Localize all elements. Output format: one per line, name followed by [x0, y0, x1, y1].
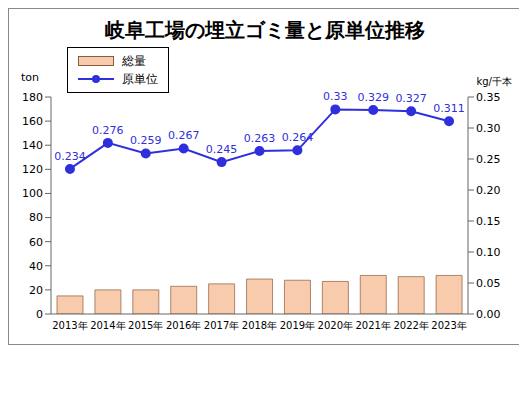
svg-text:2016年: 2016年: [166, 320, 201, 331]
html-text:総量: 総量: [122, 54, 146, 68]
svg-text:0.264: 0.264: [282, 131, 314, 144]
svg-text:2022年: 2022年: [393, 320, 428, 331]
svg-text:0.33: 0.33: [323, 90, 348, 103]
svg-text:0: 0: [36, 308, 43, 321]
svg-text:2017年: 2017年: [204, 320, 239, 331]
svg-text:0.311: 0.311: [433, 102, 465, 115]
svg-text:0.10: 0.10: [476, 246, 501, 259]
svg-text:140: 140: [22, 139, 43, 152]
html-text:岐阜工場の埋立ゴミ量と原単位推移: 岐阜工場の埋立ゴミ量と原単位推移: [104, 18, 425, 42]
svg-text:0.329: 0.329: [357, 91, 389, 104]
svg-text:0.267: 0.267: [168, 129, 200, 142]
svg-text:40: 40: [29, 260, 43, 273]
svg-text:160: 160: [22, 115, 43, 128]
html-text:原単位: 原単位: [122, 72, 158, 86]
html-text:kg/千本: kg/千本: [476, 76, 512, 87]
svg-text:100: 100: [22, 187, 43, 200]
svg-text:180: 180: [22, 91, 43, 104]
svg-text:0.30: 0.30: [476, 122, 501, 135]
svg-text:2013年: 2013年: [52, 320, 87, 331]
svg-text:20: 20: [29, 284, 43, 297]
svg-text:0.25: 0.25: [476, 153, 501, 166]
svg-text:2015年: 2015年: [128, 320, 163, 331]
svg-text:0.276: 0.276: [92, 124, 124, 137]
svg-text:80: 80: [29, 211, 43, 224]
svg-text:0.245: 0.245: [206, 143, 238, 156]
svg-text:120: 120: [22, 163, 43, 176]
svg-text:0.234: 0.234: [54, 150, 86, 163]
html-text:ton: ton: [21, 71, 39, 84]
svg-text:0.35: 0.35: [476, 91, 501, 104]
svg-text:2014年: 2014年: [90, 320, 125, 331]
svg-text:0.327: 0.327: [395, 92, 427, 105]
svg-text:2020年: 2020年: [318, 320, 353, 331]
svg-text:2019年: 2019年: [280, 320, 315, 331]
svg-text:0.05: 0.05: [476, 277, 501, 290]
svg-text:2023年: 2023年: [431, 320, 466, 331]
svg-text:2018年: 2018年: [242, 320, 277, 331]
svg-text:2021年: 2021年: [356, 320, 391, 331]
svg-text:60: 60: [29, 236, 43, 249]
svg-text:0.15: 0.15: [476, 215, 501, 228]
svg-text:0.259: 0.259: [130, 134, 162, 147]
svg-text:0.263: 0.263: [244, 132, 276, 145]
svg-text:0.20: 0.20: [476, 184, 501, 197]
svg-text:0.00: 0.00: [476, 308, 501, 321]
